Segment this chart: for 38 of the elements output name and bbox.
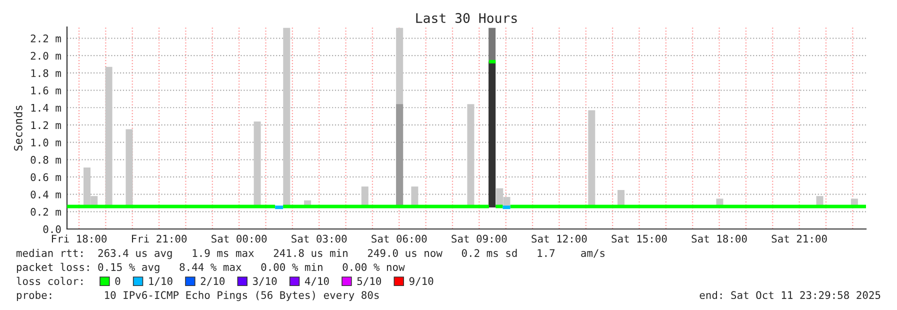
legend-label: 4/10 xyxy=(304,277,329,286)
y-tick-label: 0.4 m xyxy=(30,190,61,198)
y-tick-label: 1.6 m xyxy=(31,86,61,94)
y-tick-label: 2.0 m xyxy=(30,52,61,60)
x-tick-label: Sat 18:00 xyxy=(692,234,747,243)
y-tick-label: 0.8 m xyxy=(30,156,61,164)
x-tick-label: Sat 06:00 xyxy=(372,234,427,243)
text: probe: 10 IPv6-ICMP Echo Pings (56 Bytes) every 80s xyxy=(16,290,379,302)
legend-title: loss color: xyxy=(16,276,82,286)
bar xyxy=(488,62,496,208)
bar xyxy=(283,28,290,208)
x-tick-label: Sat 12:00 xyxy=(532,234,587,243)
x-tick-label: Fri 18:00 xyxy=(52,234,107,243)
y-tick-label: 2.2 m xyxy=(30,34,61,42)
legend-label: 0 xyxy=(115,277,120,286)
y-tick-label: 0.6 m xyxy=(30,173,61,182)
x-tick-label: Sat 21:00 xyxy=(772,234,827,243)
legend-label: 1/10 xyxy=(149,277,172,286)
legend-label: 5/10 xyxy=(357,277,382,286)
legend-label: 3/10 xyxy=(252,277,277,286)
legend-label: 9/10 xyxy=(409,277,434,286)
x-tick-label: Sat 09:00 xyxy=(452,234,507,243)
y-tick-label: 1.0 m xyxy=(31,138,61,146)
x-tick-label: Sat 00:00 xyxy=(212,234,267,243)
y-tick-label: 0.0 xyxy=(43,225,61,234)
text: end: Sat Oct 11 23:29:58 2025 xyxy=(700,290,880,300)
y-tick-label: 1.4 m xyxy=(31,104,61,112)
chart-title: Last 30 Hours xyxy=(416,13,517,24)
y-tick-label: 0.2 m xyxy=(30,208,61,216)
y-tick-label: 1.8 m xyxy=(31,69,61,78)
text: median rtt: 263.4 us avg 1.9 ms max 241.8 us min 249.0 us now 0.2 ms sd 1.7 am/s xyxy=(16,248,604,260)
y-axis-title: Seconds xyxy=(14,106,22,151)
y-tick-label: 1.2 m xyxy=(31,121,61,129)
legend-label: 2/10 xyxy=(200,277,225,286)
x-tick-label: Sat 03:00 xyxy=(292,234,347,243)
text: packet loss: 0.15 % avg 8.44 % max 0.00 % min 0.00 % now xyxy=(16,262,405,274)
x-tick-label: Sat 15:00 xyxy=(612,234,667,243)
x-tick-label: Fri 21:00 xyxy=(132,234,187,243)
